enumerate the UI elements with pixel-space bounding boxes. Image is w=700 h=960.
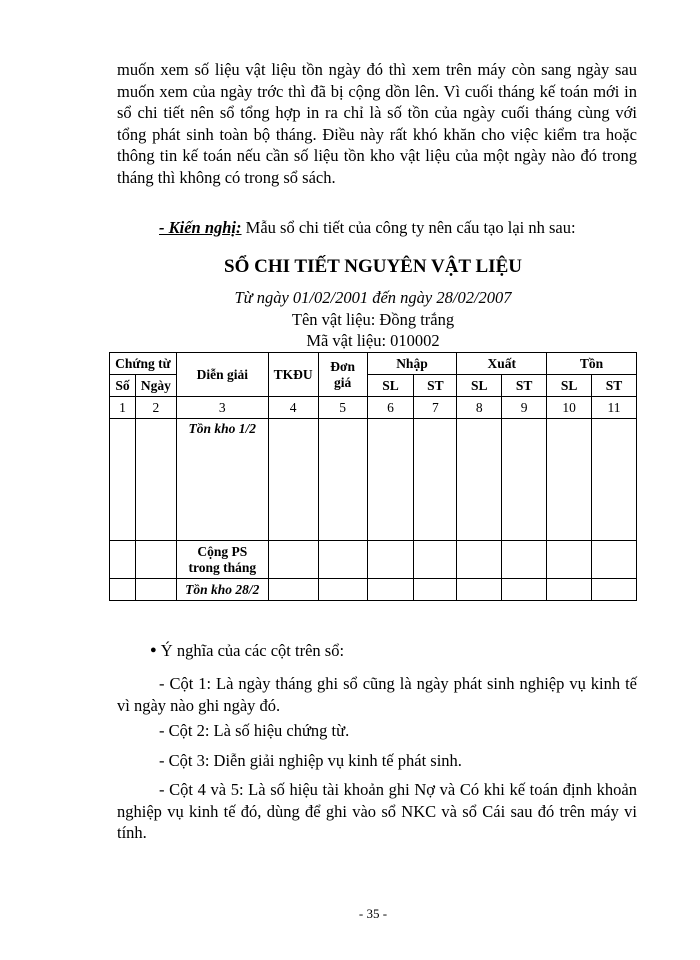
header-tkdu: TKĐU — [267, 352, 319, 397]
header-xuat: Xuất — [456, 352, 548, 375]
column-number: 8 — [456, 396, 503, 419]
table-row-opening: Tồn kho 1/2 — [109, 418, 637, 541]
closing-label: Tồn kho 28/2 — [175, 578, 269, 601]
column-number: 10 — [546, 396, 593, 419]
header-xuat-st: ST — [501, 374, 548, 397]
ledger-table: Chứng từ Diễn giải TKĐU Đơn giá Nhập Xuất… — [109, 352, 637, 601]
meaning-2: - Cột 2: Là số hiệu chứng từ. — [159, 721, 350, 740]
column-number: 5 — [317, 396, 368, 419]
opening-label: Tồn kho 1/2 — [175, 418, 269, 541]
bullet-icon: ● — [150, 644, 157, 656]
header-nhap: Nhập — [366, 352, 458, 375]
column-number: 1 — [109, 396, 136, 419]
table-row-closing: Tồn kho 28/2 — [109, 578, 637, 601]
header-ton: Tồn — [546, 352, 637, 375]
header-don-gia: Đơn giá — [317, 352, 368, 397]
column-number: 3 — [175, 396, 269, 419]
header-ton-st: ST — [591, 374, 637, 397]
meaning-heading: ● Ý nghĩa của các cột trên sổ: — [150, 641, 345, 660]
ledger-title: SỔ CHI TIẾT NGUYÊN VẬT LIỆU — [224, 256, 522, 277]
column-number: 6 — [366, 396, 415, 419]
meaning-3: - Cột 3: Diễn giải nghiệp vụ kinh tế phá… — [159, 751, 462, 770]
material-name: Tên vật liệu: Đồng trắng — [291, 310, 455, 329]
page-number: - 35 - — [358, 906, 388, 921]
header-nhap-sl: SL — [366, 374, 415, 397]
table-row-total: Cộng PS trong tháng — [109, 540, 637, 579]
column-number: 2 — [134, 396, 177, 419]
meaning-4: - Cột 4 và 5: Là số hiệu tài khoản ghi N… — [117, 780, 637, 842]
column-number: 9 — [501, 396, 548, 419]
material-code: Mã vật liệu: 010002 — [306, 331, 440, 350]
header-ngay: Ngày — [134, 374, 177, 397]
header-dien-giai: Diễn giải — [175, 352, 269, 397]
header-xuat-sl: SL — [456, 374, 503, 397]
column-number: 7 — [413, 396, 458, 419]
intro-paragraph: muốn xem số liệu vật liệu tồn ngày đó th… — [117, 60, 637, 187]
column-number: 4 — [267, 396, 319, 419]
header-ton-sl: SL — [546, 374, 593, 397]
header-chung-tu: Chứng từ — [109, 352, 177, 375]
recommendation: - Kiến nghị: Mẫu sổ chi tiết của công ty… — [117, 217, 637, 239]
column-number: 11 — [591, 396, 637, 419]
meaning-1: - Cột 1: Là ngày tháng ghi sổ cũng là ng… — [117, 674, 637, 715]
header-nhap-st: ST — [413, 374, 458, 397]
column-number-row: 1 2 3 4 5 6 7 8 9 10 11 — [109, 396, 637, 419]
recommendation-text: Mẫu sổ chi tiết của công ty nên cấu tạo … — [241, 218, 576, 237]
recommendation-label: - Kiến nghị: — [159, 218, 242, 237]
ledger-period: Từ ngày 01/02/2001 đến ngày 28/02/2007 — [234, 288, 512, 307]
total-label: Cộng PS trong tháng — [175, 540, 269, 579]
header-so: Số — [109, 374, 136, 397]
